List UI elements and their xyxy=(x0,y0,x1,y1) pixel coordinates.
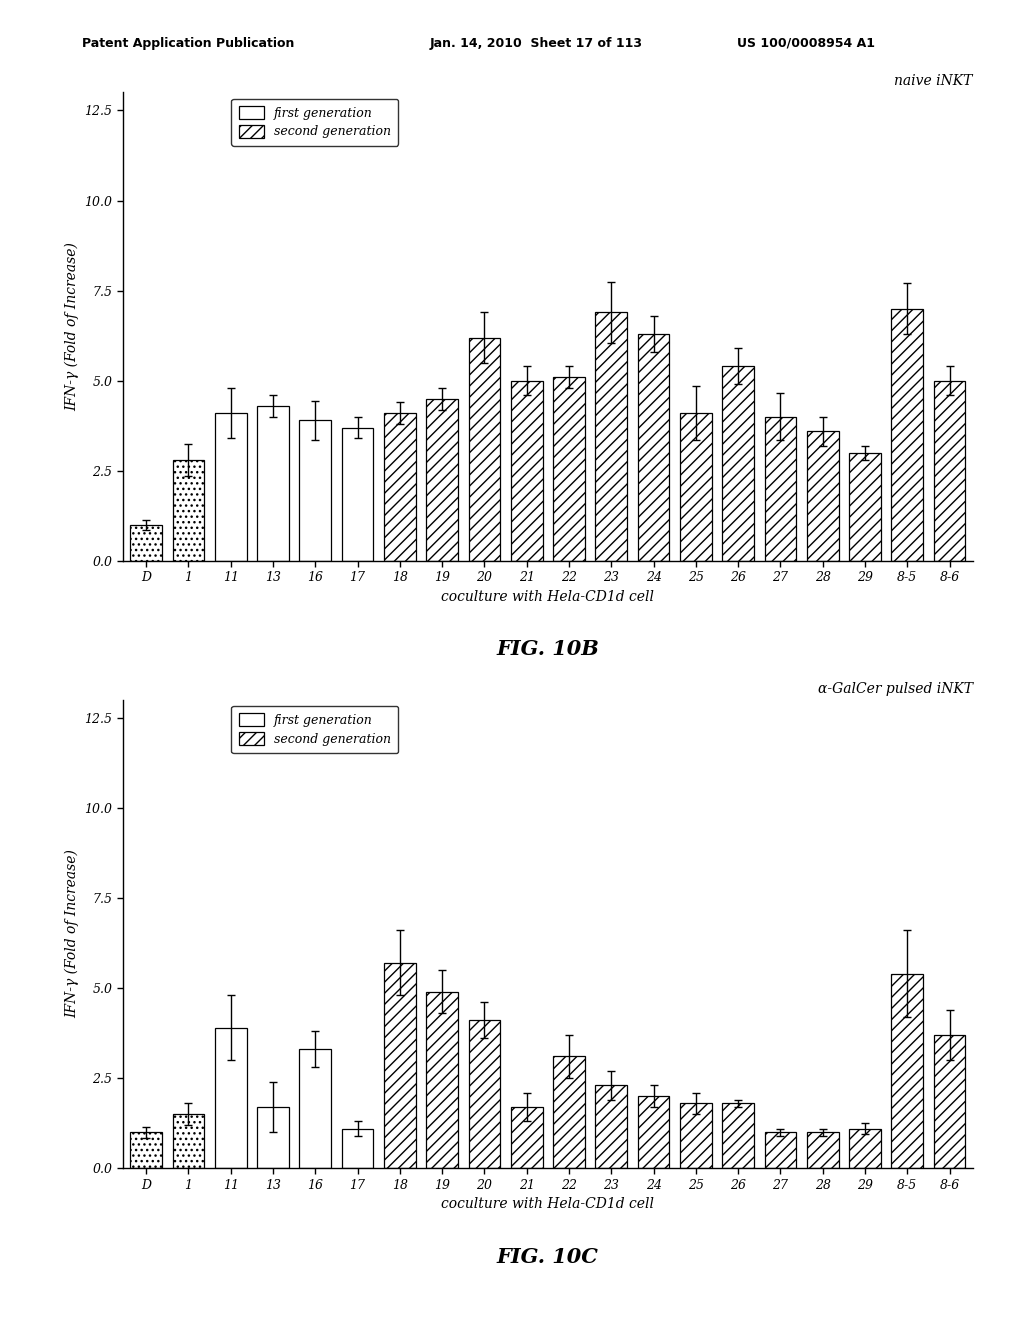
Bar xyxy=(426,991,458,1168)
Bar xyxy=(130,1133,162,1168)
Bar xyxy=(849,1129,881,1168)
Bar xyxy=(722,1104,754,1168)
Bar xyxy=(680,413,712,561)
Legend: first generation, second generation: first generation, second generation xyxy=(231,706,398,754)
Bar xyxy=(765,1133,797,1168)
Bar xyxy=(722,367,754,561)
Bar xyxy=(469,338,501,561)
Bar xyxy=(215,413,247,561)
Text: FIG. 10C: FIG. 10C xyxy=(497,1246,599,1267)
Y-axis label: IFN-γ (Fold of Increase): IFN-γ (Fold of Increase) xyxy=(65,243,79,411)
Bar xyxy=(342,1129,374,1168)
Bar xyxy=(384,413,416,561)
Bar xyxy=(173,1114,204,1168)
Bar xyxy=(426,399,458,561)
Bar xyxy=(807,432,839,561)
Bar xyxy=(299,420,331,561)
Bar xyxy=(595,1085,627,1168)
Bar xyxy=(807,1133,839,1168)
Text: α-GalCer pulsed iNKT: α-GalCer pulsed iNKT xyxy=(818,681,973,696)
Text: Jan. 14, 2010  Sheet 17 of 113: Jan. 14, 2010 Sheet 17 of 113 xyxy=(430,37,643,50)
Bar xyxy=(511,1107,543,1168)
Bar xyxy=(849,453,881,561)
Text: FIG. 10B: FIG. 10B xyxy=(497,639,599,660)
Bar xyxy=(384,962,416,1168)
Bar xyxy=(638,1096,670,1168)
Bar xyxy=(553,1056,585,1168)
Bar xyxy=(892,309,923,561)
Bar xyxy=(299,1049,331,1168)
Text: Patent Application Publication: Patent Application Publication xyxy=(82,37,294,50)
Bar xyxy=(215,1027,247,1168)
Text: US 100/0008954 A1: US 100/0008954 A1 xyxy=(737,37,876,50)
X-axis label: coculture with Hela-CD1d cell: coculture with Hela-CD1d cell xyxy=(441,590,654,605)
Bar xyxy=(595,313,627,561)
Bar xyxy=(342,428,374,561)
Bar xyxy=(638,334,670,561)
Bar xyxy=(765,417,797,561)
Bar xyxy=(511,380,543,561)
Bar xyxy=(892,974,923,1168)
Legend: first generation, second generation: first generation, second generation xyxy=(231,99,398,147)
X-axis label: coculture with Hela-CD1d cell: coculture with Hela-CD1d cell xyxy=(441,1197,654,1212)
Bar xyxy=(469,1020,501,1168)
Y-axis label: IFN-γ (Fold of Increase): IFN-γ (Fold of Increase) xyxy=(65,850,79,1018)
Bar xyxy=(257,407,289,561)
Bar xyxy=(130,525,162,561)
Bar xyxy=(934,1035,966,1168)
Bar xyxy=(173,461,204,561)
Bar xyxy=(553,378,585,561)
Text: naive iNKT: naive iNKT xyxy=(894,74,973,88)
Bar xyxy=(257,1107,289,1168)
Bar xyxy=(934,380,966,561)
Bar xyxy=(680,1104,712,1168)
